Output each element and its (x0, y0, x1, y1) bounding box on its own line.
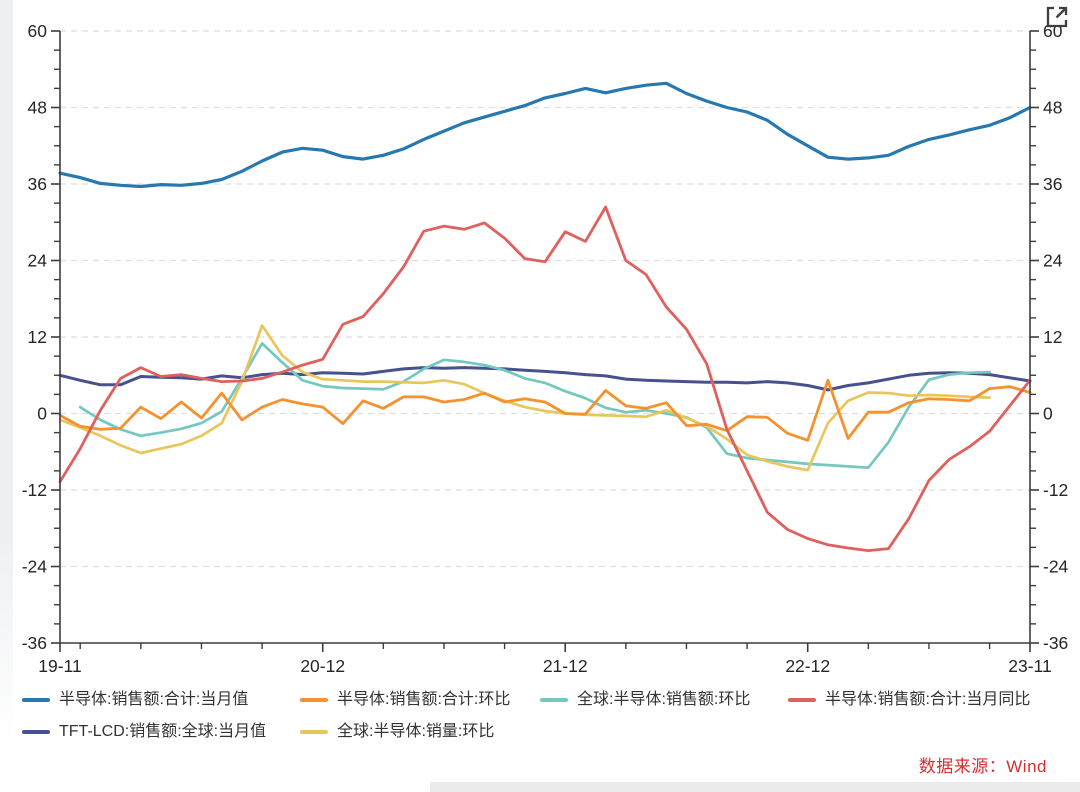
page-bottom-margin (430, 782, 1080, 792)
legend-item[interactable]: 全球:半导体:销售额:环比 (540, 689, 750, 711)
legend-label: 半导体:销售额:合计:当月同比 (825, 691, 1031, 708)
svg-text:23-11: 23-11 (1008, 656, 1051, 676)
legend-item[interactable]: TFT-LCD:销售额:全球:当月值 (22, 721, 266, 743)
svg-text:24: 24 (28, 251, 48, 271)
svg-text:24: 24 (1043, 251, 1063, 271)
legend-swatch-line-icon (540, 698, 568, 702)
svg-text:48: 48 (1043, 98, 1062, 118)
svg-text:-12: -12 (1043, 480, 1068, 500)
svg-text:19-11: 19-11 (38, 656, 81, 676)
legend-swatch-line-icon (788, 698, 816, 702)
legend-item[interactable]: 半导体:销售额:合计:环比 (300, 689, 510, 711)
legend-swatch-line-icon (300, 730, 328, 734)
svg-text:-12: -12 (22, 480, 47, 500)
svg-text:36: 36 (1043, 174, 1062, 194)
svg-text:-36: -36 (1043, 633, 1068, 653)
svg-text:-24: -24 (1043, 557, 1069, 577)
svg-text:21-12: 21-12 (543, 656, 588, 676)
svg-text:48: 48 (28, 98, 47, 118)
expand-icon[interactable] (1042, 3, 1072, 31)
legend-item[interactable]: 全球:半导体:销量:环比 (300, 721, 494, 743)
legend-swatch-line-icon (22, 698, 50, 702)
svg-text:0: 0 (1043, 404, 1053, 424)
legend-swatch-line-icon (300, 698, 328, 702)
svg-text:20-12: 20-12 (300, 656, 345, 676)
legend-item[interactable]: 半导体:销售额:合计:当月值 (22, 689, 248, 711)
svg-text:-24: -24 (22, 557, 48, 577)
svg-text:60: 60 (28, 21, 48, 41)
data-source-label: 数据来源：Wind (918, 757, 1047, 776)
svg-text:-36: -36 (22, 633, 47, 653)
legend-swatch-line-icon (22, 730, 50, 734)
legend-label: 半导体:销售额:合计:当月值 (59, 691, 249, 708)
svg-text:12: 12 (1043, 327, 1062, 347)
svg-text:36: 36 (28, 174, 47, 194)
svg-text:22-12: 22-12 (785, 656, 830, 676)
legend-label: 半导体:销售额:合计:环比 (337, 691, 511, 708)
svg-text:0: 0 (37, 404, 47, 424)
legend-label: TFT-LCD:销售额:全球:当月值 (59, 723, 267, 740)
svg-text:12: 12 (28, 327, 47, 347)
legend-label: 全球:半导体:销量:环比 (337, 723, 495, 740)
legend-item[interactable]: 半导体:销售额:合计:当月同比 (788, 689, 1030, 711)
legend-label: 全球:半导体:销售额:环比 (577, 691, 751, 708)
